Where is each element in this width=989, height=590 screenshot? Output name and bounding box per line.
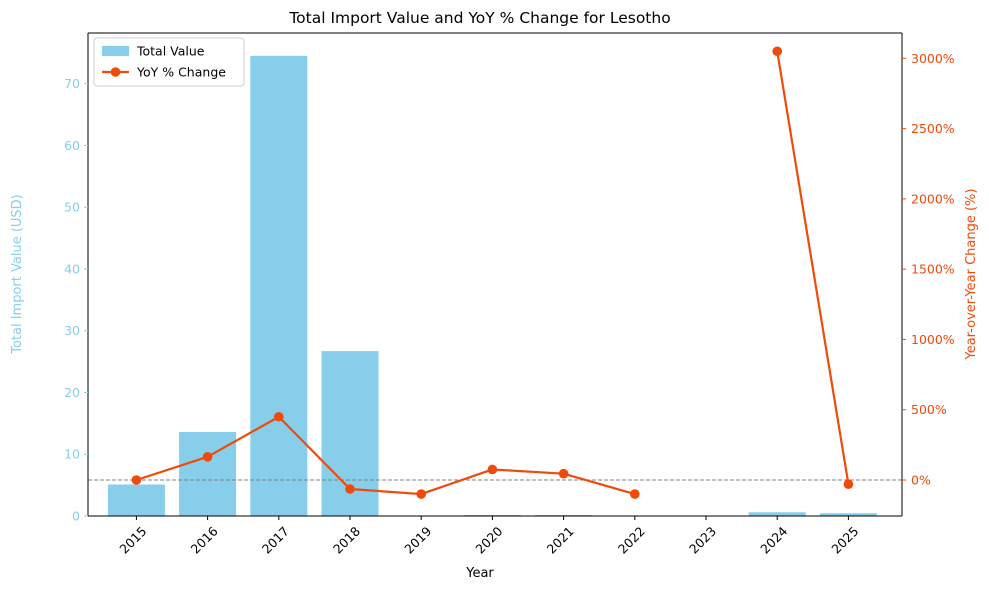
bar-2015 xyxy=(107,484,165,516)
y-left-tick-label: 10 xyxy=(64,447,80,462)
y-axis-right-label: Year-over-Year Change (%) xyxy=(964,189,979,361)
legend: Total Value YoY % Change xyxy=(93,37,245,87)
yoy-point-2019 xyxy=(416,489,427,499)
y-right-tick-label: 1500% xyxy=(911,262,955,277)
x-tick-label: 2024 xyxy=(757,523,790,556)
y-right-tick-label: 2000% xyxy=(911,191,955,206)
yoy-point-2020 xyxy=(487,464,498,475)
yoy-point-2015 xyxy=(131,475,142,485)
x-tick-label: 2016 xyxy=(188,523,221,556)
y-left-tick-label: 0 xyxy=(72,509,80,524)
x-tick-label: 2015 xyxy=(116,524,149,557)
yoy-point-2018 xyxy=(345,484,355,494)
chart-title: Total Import Value and YoY % Change for … xyxy=(288,9,670,27)
legend-swatch-marker xyxy=(110,67,121,77)
y-right-tick-label: 0% xyxy=(911,473,931,488)
y-right-tick-label: 3000% xyxy=(911,51,955,66)
yoy-line-segment-0 xyxy=(136,415,636,496)
bar-2024 xyxy=(748,512,806,516)
y-left-tick-label: 60 xyxy=(64,138,80,153)
y-right-tick-label: 1000% xyxy=(911,332,955,347)
yoy-point-2016 xyxy=(202,452,213,462)
bar-2017 xyxy=(250,55,308,516)
x-tick-label: 2019 xyxy=(401,523,434,556)
bar-2025 xyxy=(819,513,877,516)
x-axis-label: Year xyxy=(465,566,494,581)
legend-label-line: YoY % Change xyxy=(136,65,226,80)
y-left-tick-label: 50 xyxy=(64,200,80,215)
legend-swatch-bar xyxy=(102,46,129,56)
yoy-point-2021 xyxy=(558,468,569,479)
y-left-tick-label: 20 xyxy=(64,385,80,400)
x-tick-label: 2025 xyxy=(828,524,861,557)
legend-label-bar: Total Value xyxy=(136,44,205,59)
y-left-tick-label: 40 xyxy=(64,261,80,276)
x-tick-label: 2020 xyxy=(472,523,505,556)
yoy-point-2025 xyxy=(843,479,854,490)
y-right-tick-label: 2500% xyxy=(911,121,955,136)
yoy-line-segment-1 xyxy=(776,51,850,485)
y-left-tick-label: 30 xyxy=(64,323,80,338)
y-left-tick-label: 70 xyxy=(64,76,80,91)
x-tick-label: 2022 xyxy=(615,524,648,557)
plot-area: 2015 2016 2017 2018 2019 2020 2021 2022 2023 2024… xyxy=(64,32,955,557)
x-tick-label: 2023 xyxy=(686,524,719,557)
yoy-point-2024 xyxy=(772,46,783,57)
x-tick-label: 2021 xyxy=(544,524,577,557)
legend-box xyxy=(93,37,245,87)
yoy-point-2017 xyxy=(274,411,284,422)
yoy-point-2022 xyxy=(630,489,640,499)
y-right-tick-label: 500% xyxy=(911,402,947,417)
x-tick-label: 2018 xyxy=(330,523,363,556)
x-tick-label: 2017 xyxy=(259,524,292,557)
y-axis-left-label: Total Import Value (USD) xyxy=(10,194,25,355)
